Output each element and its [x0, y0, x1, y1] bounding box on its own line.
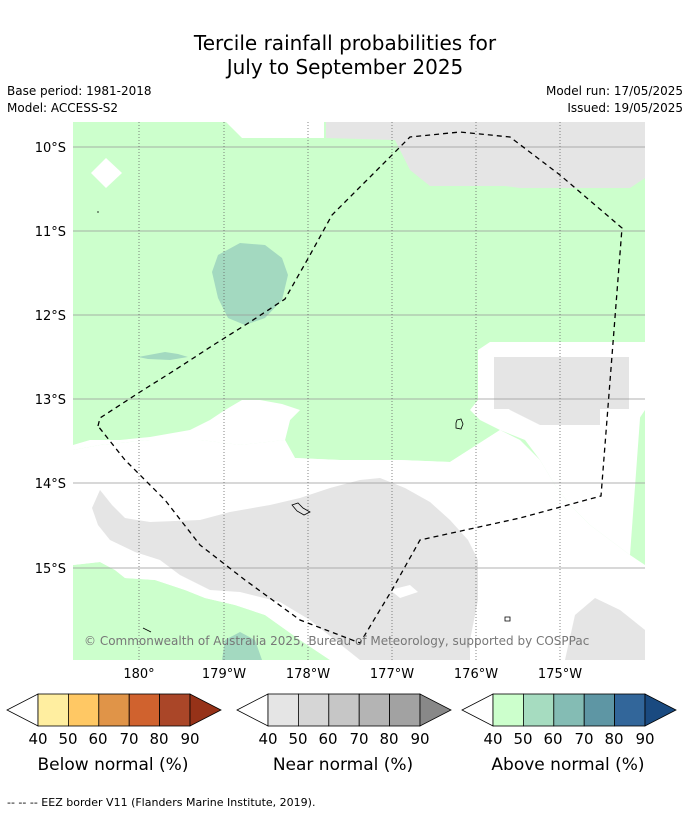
- lon-label-177w: 177°W: [370, 667, 414, 682]
- longitude-labels: 180° 179°W 178°W 177°W 176°W 175°W: [123, 667, 582, 682]
- above-normal-60-patch-north: [212, 243, 288, 325]
- latitude-labels: 10°S 11°S 12°S 13°S 14°S 15°S: [35, 141, 66, 577]
- above-normal-60-patch-south: [222, 632, 262, 660]
- legend-tick: 60: [543, 730, 562, 748]
- issued-date: Issued: 19/05/2025: [567, 101, 683, 115]
- lon-label-176w: 176°W: [454, 667, 498, 682]
- legend-tick: 60: [88, 730, 107, 748]
- legend-tick: 50: [513, 730, 532, 748]
- legend-swatch: [583, 693, 616, 727]
- legend-label-above-normal: Above normal (%): [491, 755, 644, 775]
- above-normal-region-north: [73, 122, 645, 450]
- island-southeast: [504, 616, 511, 622]
- title-line-2: July to September 2025: [226, 55, 464, 79]
- legend-arrow-high: [189, 693, 222, 727]
- above-normal-region-southwest: [73, 562, 330, 660]
- legend-tick: 40: [28, 730, 47, 748]
- lat-label-10s: 10°S: [35, 141, 66, 156]
- legend-swatch: [68, 693, 100, 727]
- legend-swatch: [37, 693, 69, 727]
- legend-tick: 50: [58, 730, 77, 748]
- legend-ticks-near-normal: 40 50 60 70 80 90: [258, 730, 429, 748]
- near-normal-region-southeast: [565, 598, 645, 660]
- legend-arrow-low: [236, 693, 269, 727]
- legend-tick: 90: [180, 730, 199, 748]
- model-run: Model run: 17/05/2025: [545, 84, 683, 98]
- legend-arrow-high: [644, 693, 677, 727]
- legend-tick: 80: [149, 730, 168, 748]
- above-normal-region-east: [285, 350, 645, 590]
- legend-tick: 70: [349, 730, 368, 748]
- legend-ticks-below-normal: 40 50 60 70 80 90: [28, 730, 199, 748]
- white-gap-north: [73, 400, 300, 450]
- legend-tick: 80: [379, 730, 398, 748]
- lon-label-180: 180°: [123, 667, 154, 682]
- legend-arrow-high: [419, 693, 452, 727]
- lon-label-175w: 175°W: [538, 667, 582, 682]
- legend-bar-below-normal: [6, 693, 222, 727]
- legend-tick: 80: [604, 730, 623, 748]
- eez-border-footnote: -- -- -- EEZ border V11 (Flanders Marine…: [7, 796, 316, 809]
- island-southwest: [142, 627, 152, 633]
- lon-label-178w: 178°W: [286, 667, 330, 682]
- island-outlines: [97, 211, 511, 633]
- legend-above-normal: 40 50 60 70 80 90 Above normal (%): [461, 693, 677, 775]
- legend-below-normal: 40 50 60 70 80 90 Below normal (%): [6, 693, 222, 775]
- legend-near-normal: 40 50 60 70 80 90 Near normal (%): [236, 693, 452, 775]
- run-info: Model run: 17/05/2025 Issued: 19/05/2025: [546, 83, 683, 117]
- near-normal-region-south: [92, 478, 478, 660]
- legend-swatch: [492, 693, 524, 727]
- title-line-1: Tercile rainfall probabilities for: [193, 31, 497, 55]
- legend-arrow-low: [461, 693, 494, 727]
- legend-label-below-normal: Below normal (%): [38, 755, 189, 775]
- legend-tick: 40: [258, 730, 277, 748]
- legend-swatch: [328, 693, 360, 727]
- legend-label-near-normal: Near normal (%): [273, 755, 413, 775]
- legend-swatch: [128, 693, 160, 727]
- legend-swatch: [523, 693, 555, 727]
- near-normal-box-east: [494, 357, 629, 409]
- lat-label-13s: 13°S: [35, 393, 66, 408]
- probability-map: © Commonwealth of Australia 2025, Bureau…: [73, 122, 645, 660]
- lat-label-11s: 11°S: [35, 225, 66, 240]
- lat-label-15s: 15°S: [35, 562, 66, 577]
- legend-swatch: [267, 693, 299, 727]
- model-name: Model: ACCESS-S2: [7, 101, 119, 115]
- base-period: Base period: 1981-2018: [7, 84, 152, 98]
- legend-tick: 40: [483, 730, 502, 748]
- lon-label-179w: 179°W: [202, 667, 246, 682]
- legend-swatch: [614, 693, 646, 727]
- model-info: Base period: 1981-2018 Model: ACCESS-S2: [7, 83, 152, 117]
- white-notch-south: [390, 585, 418, 598]
- legend-tick: 90: [635, 730, 654, 748]
- copyright-notice: © Commonwealth of Australia 2025, Bureau…: [84, 634, 589, 648]
- island-south-cluster: [291, 502, 311, 516]
- legend-tick: 70: [574, 730, 593, 748]
- legend-arrow-low: [6, 693, 39, 727]
- above-normal-60-sliver: [138, 352, 188, 360]
- legend-swatch: [389, 693, 421, 727]
- legend-bar-near-normal: [236, 693, 452, 727]
- legend-swatch: [297, 693, 330, 727]
- legend-tick: 70: [119, 730, 138, 748]
- legend-swatch: [159, 693, 191, 727]
- legend-swatch: [358, 693, 391, 727]
- lat-label-12s: 12°S: [35, 309, 66, 324]
- legend-tick: 90: [410, 730, 429, 748]
- map-gridlines: [73, 146, 645, 569]
- page-title: Tercile rainfall probabilities for July …: [0, 31, 690, 79]
- legend-bar-above-normal: [461, 693, 677, 727]
- white-diamond: [91, 158, 122, 188]
- near-normal-box-east-lower: [494, 395, 600, 425]
- legend-swatch: [553, 693, 585, 727]
- legend-swatch: [98, 693, 130, 727]
- island-central-east: [455, 418, 464, 430]
- lat-label-14s: 14°S: [35, 477, 66, 492]
- legend-tick: 50: [288, 730, 307, 748]
- near-normal-region-north: [326, 122, 645, 188]
- legend-ticks-above-normal: 40 50 60 70 80 90: [483, 730, 654, 748]
- legend-tick: 60: [318, 730, 337, 748]
